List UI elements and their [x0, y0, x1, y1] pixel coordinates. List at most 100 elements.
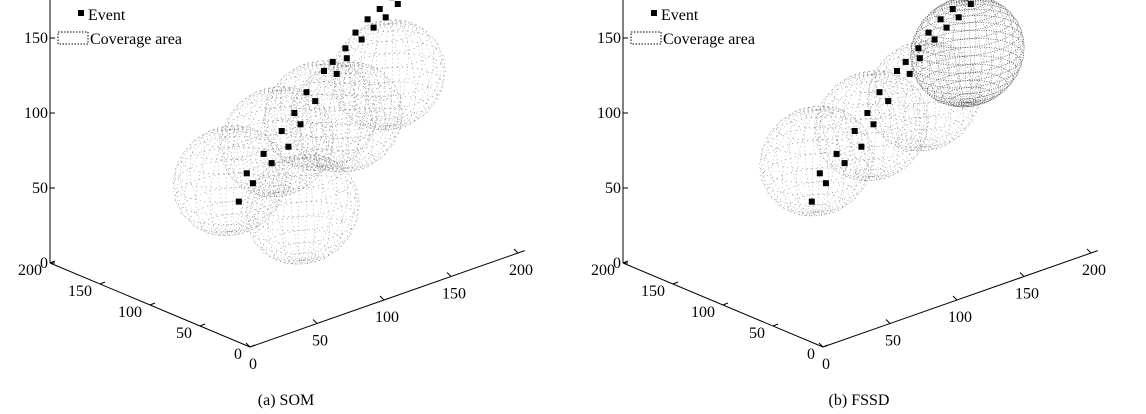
sphere-latitude [305, 137, 387, 169]
panel-fssd: 050100150200050100150200050100150200Even… [573, 0, 1146, 414]
sphere-longitude [868, 44, 924, 148]
sphere-longitude [816, 106, 851, 213]
sphere-latitude [248, 86, 306, 109]
sphere-longitude [870, 44, 924, 149]
sphere-latitude [787, 105, 846, 128]
sphere-longitude [311, 65, 347, 172]
sphere-longitude [300, 64, 321, 172]
sphere-longitude [967, 0, 997, 103]
event-point [382, 14, 389, 21]
sphere-longitude [388, 23, 401, 130]
event-point [822, 180, 829, 187]
sphere-latitude [338, 30, 438, 69]
sphere-latitude [338, 81, 438, 120]
sphere-longitude [236, 89, 278, 193]
sphere-latitude [247, 175, 358, 217]
sphere-longitude [923, 44, 965, 149]
x-tick-label: 150 [1015, 286, 1039, 303]
sphere-longitude [176, 129, 231, 234]
sphere-longitude [844, 71, 872, 177]
sphere-latitude [941, 87, 994, 108]
sphere-longitude [195, 129, 231, 236]
y-tick [149, 302, 156, 306]
sphere-longitude [229, 125, 235, 232]
sphere-longitude [263, 64, 321, 168]
sphere-longitude [831, 73, 872, 177]
sphere-longitude [388, 22, 442, 127]
y-tick-label: 200 [18, 262, 42, 279]
chart-caption: (b) FSSD [829, 392, 890, 409]
sphere-longitude [226, 90, 278, 193]
sphere-longitude [388, 19, 393, 126]
coverage-sphere [910, 0, 1025, 108]
sphere-longitude [230, 129, 288, 232]
sphere-latitude [296, 72, 396, 111]
chart-som: 050100150200050100150200050100150200Even… [18, 0, 533, 409]
coverage-sphere [814, 70, 929, 182]
sphere-longitude [816, 109, 844, 215]
sphere-longitude [967, 0, 1006, 103]
sphere-latitude [347, 95, 429, 127]
legend-event-marker [78, 10, 84, 16]
sphere-latitude [189, 201, 271, 233]
sphere-latitude [296, 123, 396, 162]
x-tick-label: 0 [822, 356, 830, 373]
sphere-longitude [275, 155, 303, 261]
sphere-longitude [919, 44, 925, 152]
sphere-longitude [760, 109, 817, 213]
event-point [816, 170, 823, 177]
sphere-longitude [276, 90, 290, 197]
sphere-longitude [871, 74, 900, 180]
sphere-latitude [822, 81, 922, 120]
sphere-latitude [253, 164, 353, 203]
legend-coverage-marker [630, 31, 662, 45]
sphere-longitude [883, 43, 924, 148]
sphere-longitude [276, 86, 312, 193]
event-point [364, 16, 371, 23]
x-tick-label: 200 [509, 262, 533, 279]
coverage-sphere [759, 105, 874, 217]
sphere-longitude [388, 23, 439, 127]
z-tick-label: 50 [605, 180, 621, 197]
sphere-longitude [184, 129, 231, 235]
x-tick-label: 200 [1082, 262, 1106, 279]
axes: 050100150200050100150200050100150200 [591, 0, 1106, 373]
sphere-longitude [346, 65, 387, 170]
sphere-longitude [256, 90, 278, 198]
event-point [235, 198, 242, 205]
sphere-longitude [223, 90, 278, 195]
sphere-longitude [229, 129, 243, 236]
sphere-longitude [276, 89, 331, 193]
sphere-longitude [967, 0, 982, 107]
sphere-longitude [967, 0, 1020, 103]
event-point [243, 170, 250, 177]
sphere-longitude [302, 155, 349, 261]
event-point [268, 160, 275, 167]
z-tick-label: 150 [24, 30, 48, 47]
sphere-latitude [261, 229, 344, 261]
sphere-longitude [959, 0, 968, 108]
sphere-longitude [320, 60, 355, 167]
sphere-longitude [915, 0, 968, 105]
legend-coverage-label: Coverage area [90, 31, 182, 48]
sphere-longitude [302, 156, 357, 261]
y-tick-label: 50 [749, 325, 765, 342]
coverage-areas [759, 0, 1025, 217]
sphere-longitude [967, 0, 971, 108]
sphere-longitude [298, 158, 303, 265]
sphere-longitude [348, 22, 389, 127]
sphere-latitude [843, 70, 901, 93]
sphere-latitude [822, 132, 922, 171]
event-point [370, 24, 377, 31]
sphere-longitude [345, 62, 381, 169]
x-tick-label: 100 [375, 309, 399, 326]
sphere-latitude [913, 46, 1022, 89]
event-point [297, 121, 304, 128]
sphere-longitude [346, 65, 402, 169]
sphere-longitude [209, 129, 231, 237]
sphere-longitude [929, 0, 968, 107]
sphere-longitude [871, 74, 885, 181]
sphere-longitude [368, 23, 389, 131]
sphere-longitude [342, 23, 389, 129]
coverage-sphere [173, 125, 288, 237]
